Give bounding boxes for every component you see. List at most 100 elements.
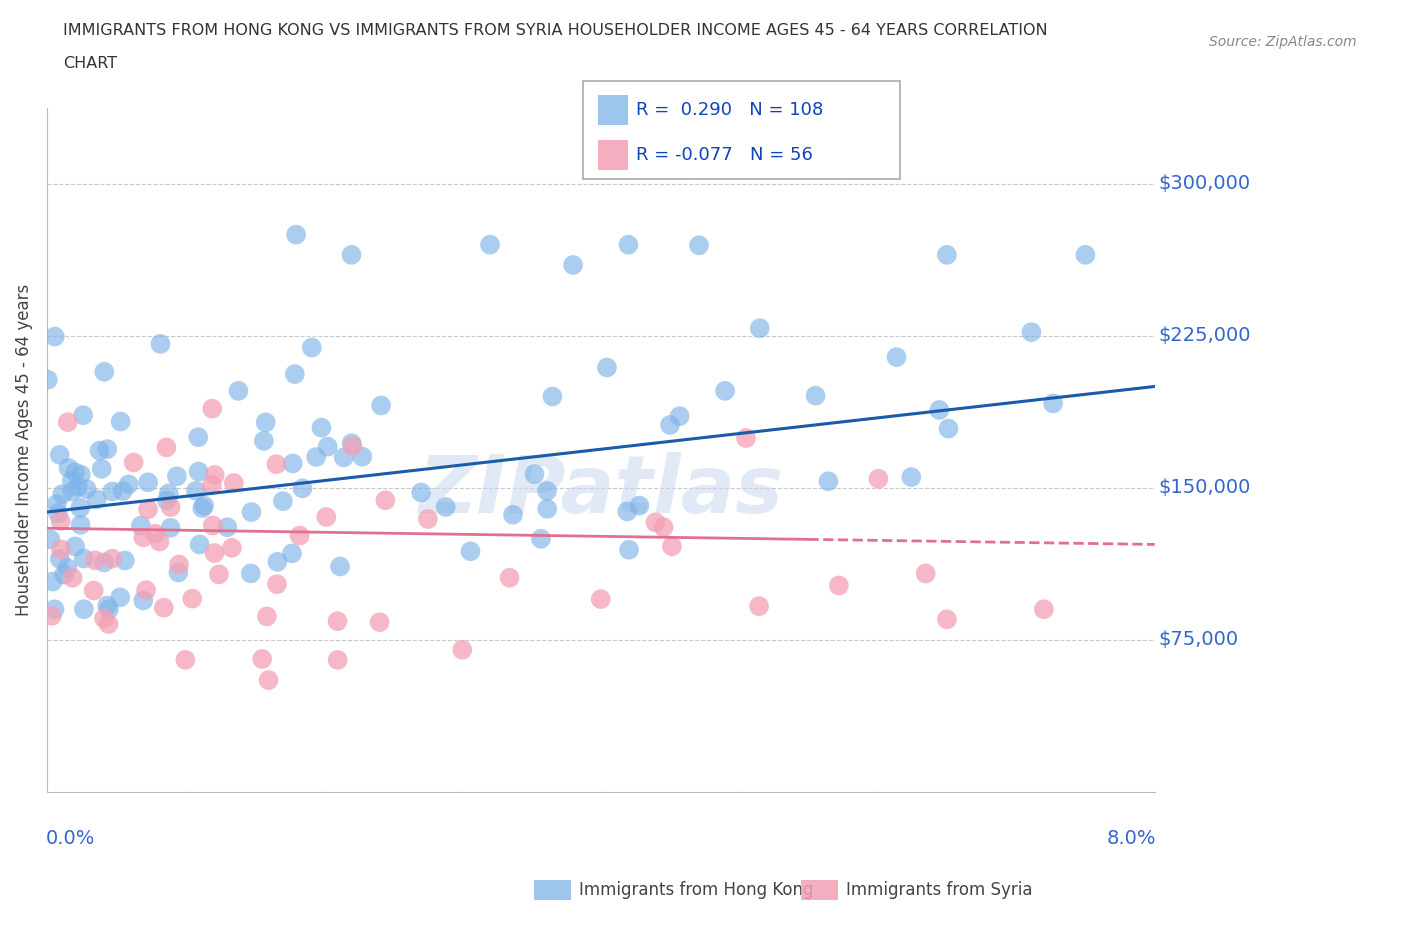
Point: [332, 450, 354, 465]
Point: [49, 513, 72, 528]
Point: [37, 372, 59, 387]
Point: [136, 502, 159, 517]
Point: [266, 577, 288, 591]
Point: [63, 539, 86, 554]
Point: [478, 237, 501, 252]
Point: [326, 653, 349, 668]
Point: [72, 408, 94, 423]
Point: [411, 485, 433, 500]
Point: [311, 420, 333, 435]
Point: [148, 534, 170, 549]
Point: [928, 403, 950, 418]
Point: [188, 537, 211, 551]
Point: [434, 499, 457, 514]
Point: [155, 440, 177, 455]
Point: [159, 499, 181, 514]
Point: [39, 532, 62, 547]
Point: [93, 365, 115, 379]
Point: [45, 497, 67, 512]
Point: [498, 570, 520, 585]
Point: [90, 461, 112, 476]
Point: [900, 470, 922, 485]
Point: [52, 567, 75, 582]
Point: [96, 442, 118, 457]
Point: [281, 546, 304, 561]
Point: [143, 526, 166, 541]
Point: [1042, 396, 1064, 411]
Text: Source: ZipAtlas.com: Source: ZipAtlas.com: [1209, 35, 1357, 49]
Point: [291, 481, 314, 496]
Point: [204, 546, 226, 561]
Point: [187, 464, 209, 479]
Point: [914, 566, 936, 581]
Point: [114, 553, 136, 568]
Point: [562, 258, 585, 272]
Text: Immigrants from Syria: Immigrants from Syria: [846, 881, 1033, 899]
Point: [374, 493, 396, 508]
Point: [748, 599, 770, 614]
Point: [659, 418, 682, 432]
Point: [644, 515, 666, 530]
Point: [285, 227, 308, 242]
Point: [416, 512, 439, 526]
Point: [97, 602, 120, 617]
Point: [204, 468, 226, 483]
Point: [84, 553, 107, 568]
Text: $75,000: $75,000: [1159, 631, 1239, 649]
Point: [536, 501, 558, 516]
Point: [1021, 325, 1043, 339]
Point: [118, 477, 141, 492]
Text: $225,000: $225,000: [1159, 326, 1250, 345]
Point: [135, 583, 157, 598]
Point: [89, 444, 111, 458]
Point: [63, 465, 86, 480]
Point: [228, 383, 250, 398]
Point: [60, 484, 83, 498]
Point: [628, 498, 651, 513]
Point: [201, 518, 224, 533]
Point: [97, 617, 120, 631]
Point: [156, 493, 179, 508]
Text: $150,000: $150,000: [1159, 478, 1250, 498]
Point: [316, 439, 339, 454]
Point: [73, 602, 96, 617]
Point: [342, 439, 364, 454]
Point: [101, 485, 124, 499]
Point: [460, 544, 482, 559]
Point: [804, 388, 827, 403]
Point: [541, 389, 564, 404]
Point: [46, 506, 69, 521]
Point: [257, 672, 280, 687]
Point: [221, 540, 243, 555]
Point: [56, 415, 79, 430]
Point: [589, 591, 612, 606]
Point: [184, 484, 207, 498]
Point: [714, 383, 737, 398]
Point: [748, 321, 770, 336]
Point: [253, 433, 276, 448]
Text: 0.0%: 0.0%: [46, 830, 96, 848]
Point: [340, 436, 363, 451]
Text: $300,000: $300,000: [1159, 175, 1250, 193]
Point: [111, 484, 134, 498]
Point: [616, 504, 638, 519]
Point: [240, 505, 263, 520]
Point: [536, 484, 558, 498]
Point: [76, 482, 98, 497]
Point: [136, 475, 159, 490]
Point: [254, 415, 277, 430]
Point: [83, 583, 105, 598]
Point: [152, 600, 174, 615]
Y-axis label: Householder Income Ages 45 - 64 years: Householder Income Ages 45 - 64 years: [15, 284, 32, 616]
Point: [166, 469, 188, 484]
Point: [868, 472, 890, 486]
Point: [340, 247, 363, 262]
Point: [523, 467, 546, 482]
Text: R =  0.290   N = 108: R = 0.290 N = 108: [636, 101, 823, 119]
Point: [935, 612, 957, 627]
Point: [329, 559, 352, 574]
Point: [370, 398, 392, 413]
Point: [56, 561, 79, 576]
Point: [201, 477, 224, 492]
Point: [208, 567, 231, 582]
